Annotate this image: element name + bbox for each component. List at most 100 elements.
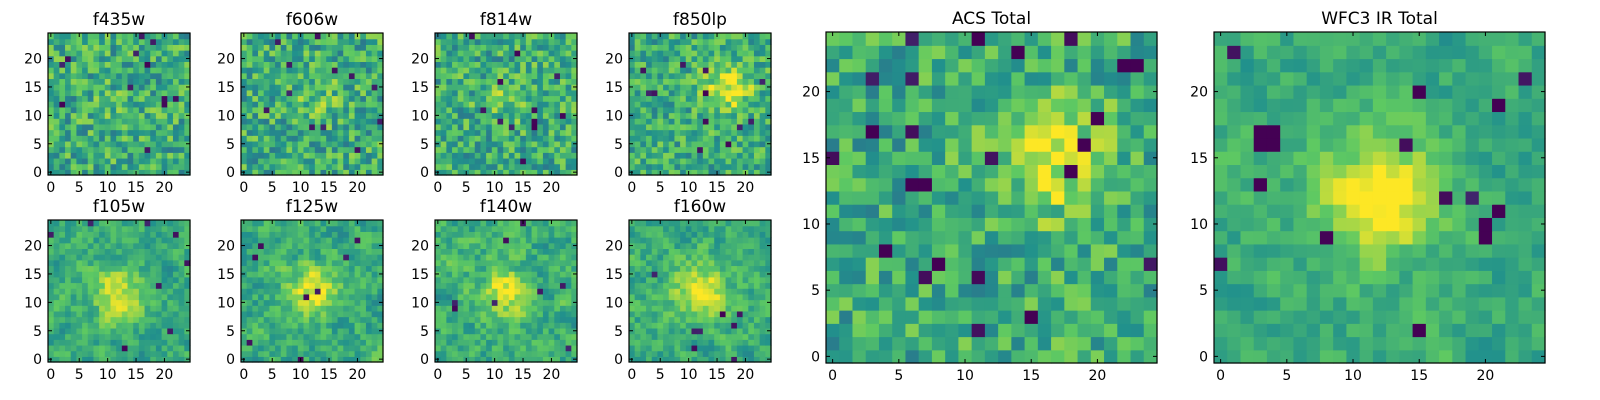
heatmap-cell: [697, 310, 704, 318]
heatmap-cell: [292, 118, 299, 125]
heatmap-cell: [697, 356, 704, 363]
heatmap-cell: [59, 288, 66, 295]
heatmap-cell: [70, 265, 77, 272]
heatmap-cell: [542, 316, 550, 323]
heatmap-cell: [172, 282, 180, 289]
heatmap-cell: [252, 118, 259, 125]
heatmap-cell: [742, 322, 749, 329]
heatmap-cell: [559, 242, 567, 249]
heatmap-cell: [446, 33, 453, 40]
heatmap-cell: [731, 282, 738, 289]
heatmap-cell: [59, 78, 66, 85]
heatmap-cell: [446, 265, 453, 272]
heatmap-cell: [246, 95, 253, 102]
heatmap-cell: [503, 265, 510, 272]
heatmap-cell: [121, 163, 129, 170]
heatmap-cell: [337, 350, 344, 357]
heatmap-cell: [65, 305, 72, 312]
heatmap-cell: [753, 78, 761, 85]
heatmap-cell: [440, 89, 447, 97]
heatmap-cell: [765, 123, 772, 131]
heatmap-cell: [87, 112, 95, 119]
heatmap-cell: [138, 339, 146, 346]
heatmap-cell: [246, 67, 253, 74]
heatmap-cell: [657, 67, 664, 74]
heatmap-cell: [127, 225, 134, 232]
heatmap-cell: [331, 44, 339, 51]
heatmap-cell: [53, 112, 60, 119]
heatmap-cell: [640, 333, 647, 340]
heatmap-cell: [292, 101, 299, 108]
heatmap-cell: [127, 293, 134, 301]
heatmap-cell: [155, 129, 163, 136]
heatmap-cell: [155, 152, 163, 159]
heatmap-cell: [99, 95, 106, 102]
heatmap-cell: [480, 78, 487, 85]
heatmap-cells: [435, 33, 578, 176]
heatmap-cell: [121, 152, 129, 159]
heatmap-cell: [246, 322, 253, 329]
heatmap-cell: [269, 231, 276, 238]
heatmap-cell: [520, 72, 527, 80]
heatmap-cell: [559, 118, 567, 125]
heatmap-cell: [565, 140, 572, 148]
heatmap-cell: [127, 265, 134, 272]
heatmap-cell: [440, 322, 447, 329]
heatmap-cell: [343, 112, 350, 119]
heatmap-cell: [314, 50, 322, 57]
heatmap-cell: [542, 146, 550, 153]
heatmap-cell: [503, 305, 510, 312]
heatmap-cell: [491, 44, 499, 51]
heatmap-cell: [99, 265, 106, 272]
heatmap-cell: [634, 152, 641, 159]
heatmap-cell: [452, 157, 459, 165]
heatmap-cell: [736, 333, 744, 340]
heatmap-cell: [337, 61, 344, 68]
heatmap-cell: [138, 55, 146, 62]
heatmap-cell: [343, 106, 350, 114]
heatmap-cell: [514, 259, 521, 267]
heatmap-cell: [736, 299, 744, 306]
heatmap-cell: [691, 276, 698, 284]
heatmap-cell: [674, 55, 681, 62]
heatmap-cell: [161, 322, 168, 329]
heatmap-cell: [674, 157, 681, 165]
heatmap-cell: [629, 305, 636, 312]
heatmap-cell: [348, 140, 356, 148]
heatmap-cell: [365, 152, 373, 159]
heatmap-cell: [167, 350, 174, 357]
heatmap-cell: [138, 344, 146, 352]
heatmap-cell: [292, 50, 299, 57]
heatmap-cell: [680, 95, 687, 102]
heatmap-cell: [48, 254, 55, 261]
heatmap-cell: [314, 146, 322, 153]
heatmap-cell: [463, 89, 470, 97]
heatmap-cell: [554, 254, 561, 261]
heatmap-cell: [668, 152, 676, 159]
heatmap-cell: [172, 129, 180, 136]
heatmap-cell: [469, 259, 476, 267]
heatmap-cell: [657, 95, 664, 102]
x-tick-label: 5: [462, 367, 471, 383]
heatmap-cell: [331, 225, 339, 232]
heatmap-cell: [714, 89, 721, 97]
heatmap-cell: [542, 50, 550, 57]
heatmap-cell: [65, 140, 72, 148]
heatmap-cell: [331, 259, 339, 267]
heatmap-cell: [275, 146, 282, 153]
heatmap-cell: [748, 350, 755, 357]
heatmap-cell: [354, 55, 361, 62]
heatmap-cell: [708, 339, 715, 346]
heatmap-cell: [680, 310, 687, 318]
heatmap-cell: [155, 163, 163, 170]
heatmap-cell: [161, 152, 168, 159]
heatmap-cell: [646, 135, 653, 142]
heatmap-cell: [469, 140, 476, 148]
heatmap-cell: [309, 322, 316, 329]
heatmap-cell: [99, 259, 106, 267]
heatmap-cell: [133, 55, 140, 62]
heatmap-cell: [360, 339, 367, 346]
heatmap-cell: [725, 169, 732, 176]
heatmap-cell: [531, 44, 538, 51]
heatmap-cell: [554, 152, 561, 159]
